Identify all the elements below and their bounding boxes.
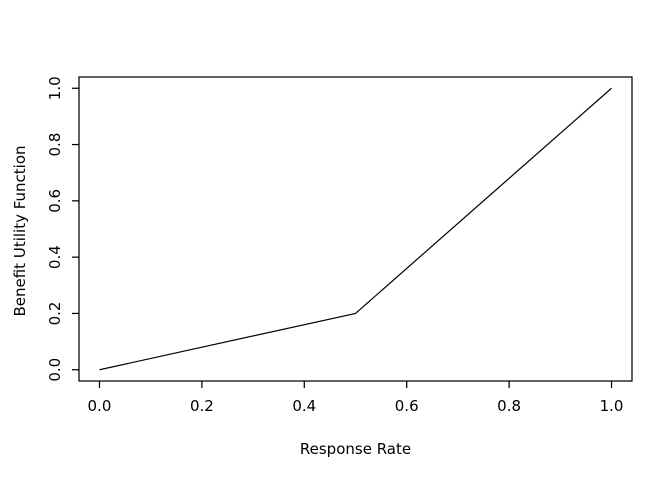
y-tick-label: 0.2: [46, 302, 64, 326]
x-tick-label: 0.8: [497, 397, 521, 415]
x-tick-label: 1.0: [600, 397, 624, 415]
x-tick-label: 0.2: [190, 397, 214, 415]
y-tick-label: 0.8: [46, 133, 64, 157]
y-tick-label: 1.0: [46, 76, 64, 100]
y-tick-label: 0.6: [46, 189, 64, 213]
x-axis-title: Response Rate: [300, 440, 411, 458]
plot-box: [78, 76, 633, 382]
y-axis-title: Benefit Utility Function: [11, 145, 29, 316]
x-tick-label: 0.4: [292, 397, 316, 415]
y-tick-label: 0.4: [46, 245, 64, 269]
chart-dynamic-layer: 0.0 0.2 0.4 0.6 0.8 1.0 0.0 0.2 0.4 0.6 0.8 1.0: [46, 76, 633, 415]
x-tick-label: 0.6: [395, 397, 419, 415]
y-tick-label: 0.0: [46, 358, 64, 382]
x-tick-label: 0.0: [88, 397, 112, 415]
data-line-benefit-utility-curve: [99, 87, 612, 371]
